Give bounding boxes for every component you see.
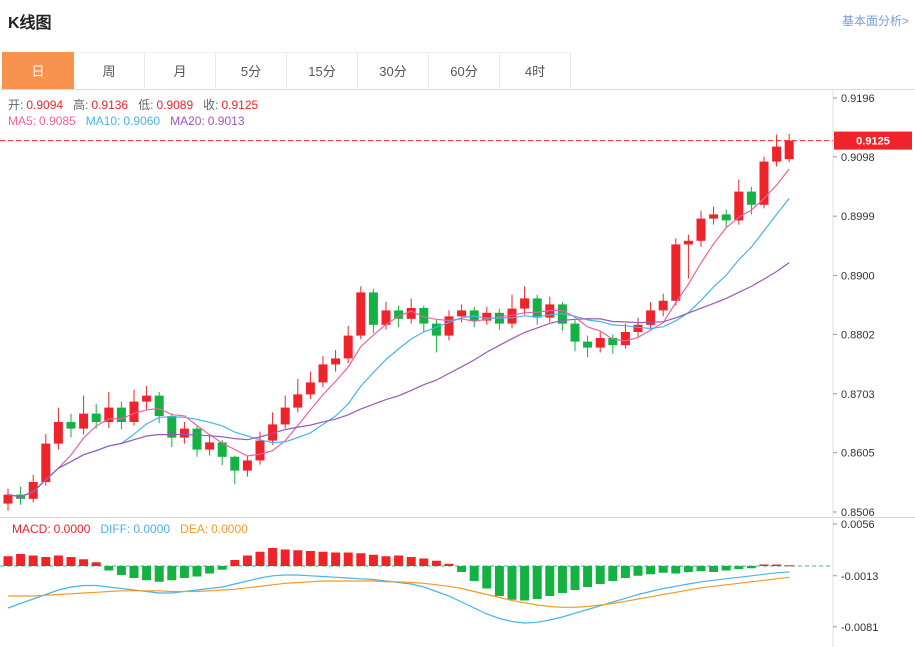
svg-text:0.8703: 0.8703 bbox=[841, 389, 875, 401]
svg-text:0.9125: 0.9125 bbox=[856, 136, 890, 148]
tab-15min[interactable]: 15分 bbox=[287, 52, 358, 89]
candlestick-chart[interactable]: 0.9196 0.9098 0.8999 0.8900 0.8802 0.8703 0.86… bbox=[0, 90, 915, 517]
svg-text:0.8900: 0.8900 bbox=[841, 271, 875, 283]
macd-chart[interactable]: 0.0056 -0.0013 -0.0081 bbox=[0, 518, 915, 647]
tab-month[interactable]: 月 bbox=[145, 52, 216, 89]
svg-text:-0.0013: -0.0013 bbox=[841, 571, 878, 583]
header: K线图 基本面分析> bbox=[0, 0, 915, 52]
svg-text:0.8999: 0.8999 bbox=[841, 211, 875, 223]
fundamental-analysis-link[interactable]: 基本面分析> bbox=[841, 14, 909, 28]
tab-30min[interactable]: 30分 bbox=[358, 52, 429, 89]
svg-text:0.8605: 0.8605 bbox=[841, 448, 875, 460]
tab-week[interactable]: 周 bbox=[74, 52, 145, 89]
svg-text:0.9196: 0.9196 bbox=[841, 93, 875, 105]
svg-text:0.8506: 0.8506 bbox=[841, 507, 875, 517]
tab-5min[interactable]: 5分 bbox=[216, 52, 287, 89]
macd-panel: 0.0056 -0.0013 -0.0081 MACD: 0.0000 DIFF: 0.… bbox=[0, 517, 915, 647]
svg-text:0.9098: 0.9098 bbox=[841, 152, 875, 164]
page-title: K线图 bbox=[8, 15, 52, 32]
timeframe-tabs: 日 周 月 5分 15分 30分 60分 4时 bbox=[0, 52, 915, 90]
tab-60min[interactable]: 60分 bbox=[429, 52, 500, 89]
tab-day[interactable]: 日 bbox=[2, 52, 74, 89]
price-chart-panel: 0.9196 0.9098 0.8999 0.8900 0.8802 0.8703 0.86… bbox=[0, 90, 915, 517]
svg-text:0.8802: 0.8802 bbox=[841, 329, 875, 341]
svg-text:-0.0081: -0.0081 bbox=[841, 622, 878, 634]
svg-text:0.0056: 0.0056 bbox=[841, 519, 875, 531]
tab-4hour[interactable]: 4时 bbox=[500, 52, 571, 89]
